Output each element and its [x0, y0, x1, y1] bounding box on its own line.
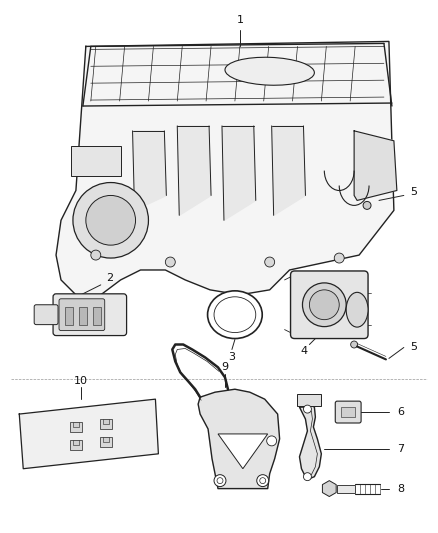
Circle shape	[73, 182, 148, 258]
Circle shape	[260, 478, 266, 483]
Polygon shape	[354, 131, 397, 200]
FancyBboxPatch shape	[53, 294, 127, 336]
Text: 6: 6	[397, 407, 404, 417]
Circle shape	[91, 250, 101, 260]
Polygon shape	[133, 131, 166, 211]
Polygon shape	[198, 389, 279, 489]
Polygon shape	[19, 399, 159, 469]
FancyBboxPatch shape	[59, 299, 105, 330]
Text: 1: 1	[237, 14, 244, 25]
Bar	[100, 437, 112, 447]
Ellipse shape	[214, 297, 256, 333]
Bar	[73, 422, 79, 427]
Polygon shape	[177, 126, 211, 215]
Bar	[93, 307, 101, 325]
Text: 4: 4	[301, 346, 308, 357]
Polygon shape	[222, 126, 256, 220]
Circle shape	[165, 257, 175, 267]
Circle shape	[265, 257, 275, 267]
Bar	[103, 419, 109, 424]
FancyBboxPatch shape	[335, 401, 361, 423]
Text: 5: 5	[410, 343, 417, 352]
Text: 10: 10	[74, 376, 88, 386]
Ellipse shape	[208, 291, 262, 338]
Bar	[70, 440, 82, 450]
Bar	[100, 419, 112, 429]
Text: 9: 9	[221, 362, 229, 373]
Ellipse shape	[225, 57, 314, 85]
Bar	[70, 422, 82, 432]
Bar	[297, 394, 321, 406]
Polygon shape	[322, 481, 336, 497]
Bar	[73, 440, 79, 445]
Polygon shape	[218, 434, 268, 469]
Polygon shape	[272, 126, 305, 215]
Ellipse shape	[346, 292, 368, 327]
Circle shape	[86, 196, 135, 245]
Text: 2: 2	[106, 273, 113, 283]
Circle shape	[267, 436, 277, 446]
Bar	[71, 146, 120, 175]
Circle shape	[334, 253, 344, 263]
Text: 7: 7	[397, 444, 404, 454]
Circle shape	[351, 341, 357, 348]
Bar	[79, 307, 87, 325]
Bar	[337, 484, 355, 492]
Circle shape	[309, 290, 339, 320]
Circle shape	[214, 475, 226, 487]
Circle shape	[304, 473, 311, 481]
Polygon shape	[300, 404, 321, 479]
Circle shape	[303, 283, 346, 327]
Bar	[341, 407, 355, 417]
Circle shape	[217, 478, 223, 483]
Text: 5: 5	[410, 188, 417, 197]
Bar	[103, 437, 109, 442]
Circle shape	[304, 405, 311, 413]
Circle shape	[257, 475, 268, 487]
Bar	[65, 307, 73, 325]
Polygon shape	[56, 42, 394, 295]
FancyBboxPatch shape	[290, 271, 368, 338]
Text: 3: 3	[229, 352, 235, 362]
Text: 8: 8	[397, 483, 404, 494]
FancyBboxPatch shape	[34, 305, 58, 325]
Circle shape	[363, 201, 371, 209]
